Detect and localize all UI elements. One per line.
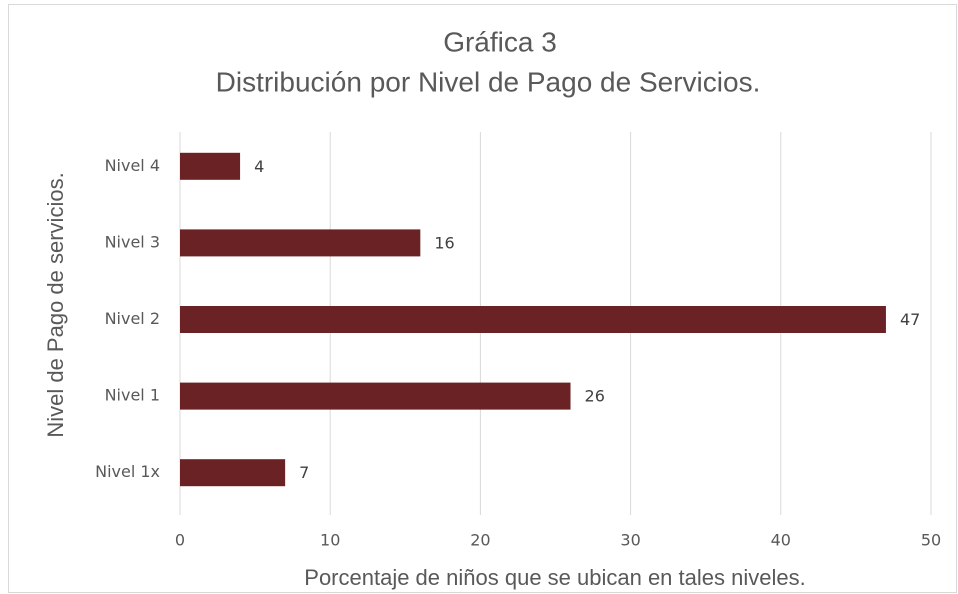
chart-title: Gráfica 3 (443, 26, 557, 57)
bar (180, 229, 421, 257)
x-tick-label: 50 (921, 531, 941, 550)
x-tick-label: 30 (620, 531, 640, 550)
data-label: 47 (900, 310, 920, 329)
y-tick-label: Nivel 1 (105, 386, 160, 405)
bar (180, 152, 241, 180)
x-tick-label: 0 (175, 531, 185, 550)
y-tick-label: Nivel 1x (95, 462, 160, 481)
data-label: 26 (585, 387, 605, 406)
x-tick-label: 40 (771, 531, 791, 550)
data-label: 4 (254, 157, 264, 176)
y-axis-label: Nivel de Pago de servicios. (43, 172, 68, 437)
data-label: 16 (434, 233, 454, 252)
chart-subtitle: Distribución por Nivel de Pago de Servic… (216, 66, 761, 97)
y-tick-label: Nivel 2 (105, 309, 160, 328)
bar (180, 306, 886, 333)
bar (180, 382, 571, 410)
bar (180, 459, 286, 487)
x-tick-label: 20 (470, 531, 490, 550)
y-tick-label: Nivel 3 (105, 232, 160, 251)
x-axis-label: Porcentaje de niños que se ubican en tal… (304, 565, 805, 590)
chart-border (8, 4, 957, 593)
y-tick-label: Nivel 4 (105, 156, 160, 175)
x-tick-label: 10 (320, 531, 340, 550)
data-label: 7 (299, 463, 309, 482)
